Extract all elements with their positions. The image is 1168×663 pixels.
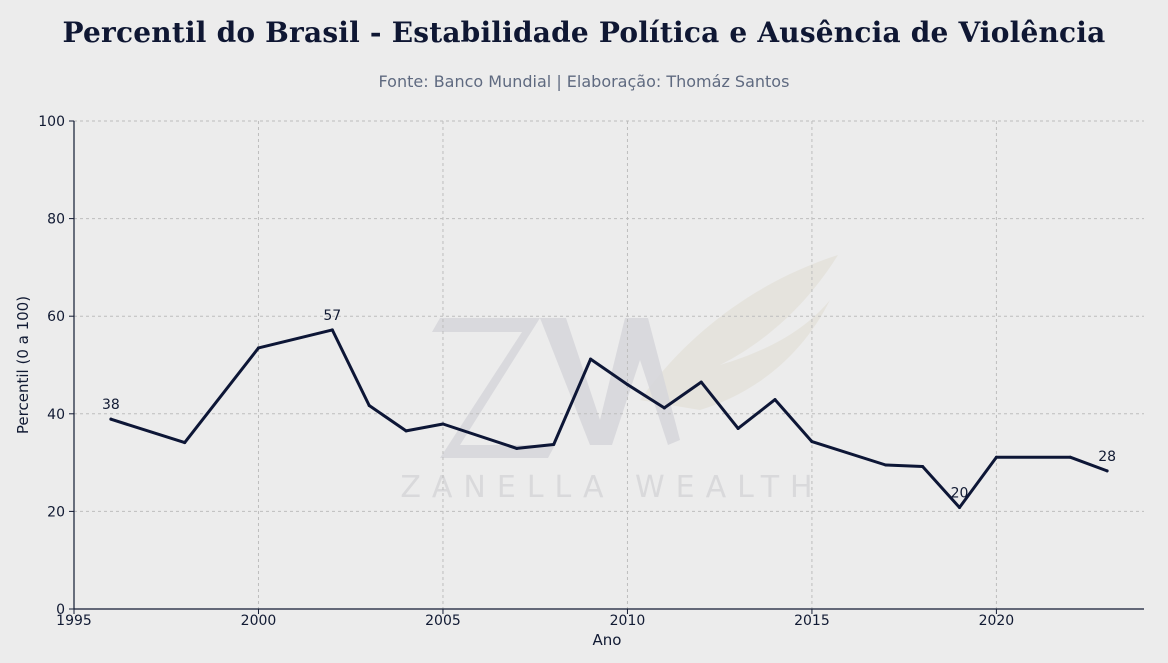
- y-tick-label: 100: [38, 114, 65, 130]
- data-point: [884, 463, 888, 467]
- data-label: 28: [1098, 449, 1116, 465]
- data-point: [515, 446, 519, 450]
- data-point: [810, 440, 814, 444]
- data-point: [958, 505, 962, 509]
- axes: [73, 121, 1144, 610]
- data-point: [625, 383, 629, 387]
- watermark-letter-z-icon: [432, 318, 555, 458]
- series: [109, 328, 1109, 509]
- y-axis-label: Percentil (0 a 100): [14, 296, 32, 434]
- data-point: [404, 429, 408, 433]
- chart-title: Percentil do Brasil - Estabilidade Polít…: [62, 16, 1106, 49]
- data-point: [994, 455, 998, 459]
- x-axis-label: Ano: [593, 631, 622, 649]
- watermark-wing-icon: [640, 255, 838, 410]
- data-point: [699, 380, 703, 384]
- data-label: 38: [102, 397, 120, 413]
- series-line: [109, 328, 1109, 509]
- y-tick-label: 20: [47, 504, 65, 520]
- watermark-logo: ZANELLA WEALTH: [400, 255, 838, 505]
- data-label: 20: [951, 485, 969, 501]
- watermark-letter-w-icon: [540, 318, 680, 445]
- data-label: 57: [323, 308, 341, 324]
- y-tick-label: 0: [56, 602, 65, 618]
- x-tick-label: 2015: [794, 613, 830, 629]
- data-point: [736, 426, 740, 430]
- data-point: [773, 398, 777, 402]
- x-tick-label: 1995: [56, 613, 92, 629]
- data-point: [1068, 455, 1072, 459]
- data-point: [330, 328, 334, 332]
- data-point: [552, 443, 556, 447]
- x-tick-label: 2000: [241, 613, 277, 629]
- x-tick-label: 2020: [979, 613, 1015, 629]
- ticks: 0 20 40 60 80 100 1995 2000 2005 2010 2015 2020: [38, 114, 1014, 629]
- x-tick-label: 2005: [425, 613, 461, 629]
- y-tick-label: 80: [47, 212, 65, 228]
- grid: [73, 120, 1144, 609]
- data-point: [441, 422, 445, 426]
- chart-subtitle: Fonte: Banco Mundial | Elaboração: Thomá…: [378, 72, 790, 91]
- y-tick-label: 40: [47, 407, 65, 423]
- data-point: [183, 441, 187, 445]
- data-point: [921, 465, 925, 469]
- data-point: [109, 417, 113, 421]
- data-point: [662, 406, 666, 410]
- watermark-text: ZANELLA WEALTH: [400, 470, 823, 505]
- x-tick-label: 2010: [610, 613, 646, 629]
- data-point: [256, 346, 260, 350]
- annotations: 38 57 20 28: [102, 308, 1116, 502]
- data-point: [1105, 469, 1109, 473]
- data-point: [589, 357, 593, 361]
- y-tick-label: 60: [47, 309, 65, 325]
- data-point: [367, 404, 371, 408]
